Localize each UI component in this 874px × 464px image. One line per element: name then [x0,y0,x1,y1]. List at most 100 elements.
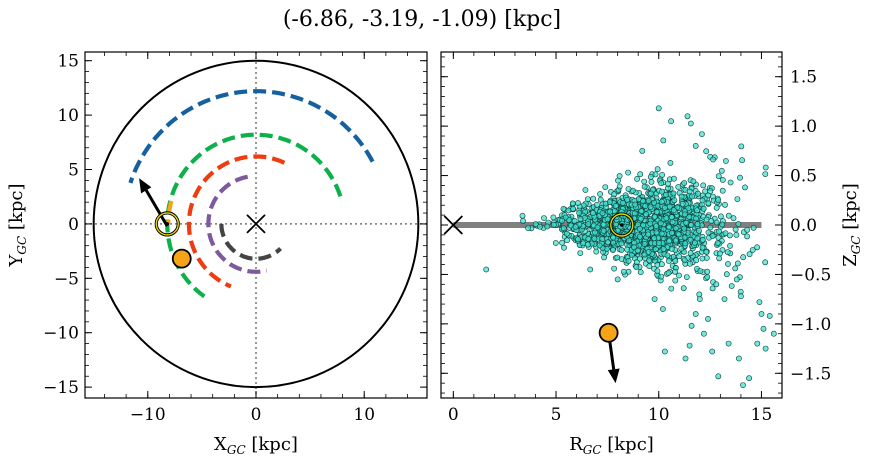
scatter-point [584,241,591,248]
scatter-point [637,171,644,178]
scatter-point [709,348,716,355]
figure-title: (-6.86, -3.19, -1.09) [kpc] [283,7,561,32]
scatter-point [604,239,611,246]
scatter-point [652,171,659,178]
scatter-point [576,210,583,216]
scatter-point [645,231,652,238]
scatter-point [670,207,677,213]
scatter-point [709,233,716,239]
scatter-point [738,143,745,150]
scatter-point [654,268,661,274]
scatter-point [611,265,617,272]
scatter-point [560,225,567,232]
scatter-point [591,235,598,242]
scatter-point [715,373,722,380]
scatter-point [662,204,668,211]
scatter-point [687,250,694,257]
left-y-axis-label: YGC [kpc] [6,184,29,268]
scatter-point [666,238,672,244]
scatter-point [682,240,689,247]
scatter-point [611,191,617,198]
scatter-point [552,240,559,246]
scatter-point [665,270,672,276]
scatter-point [666,257,672,264]
y-tick-label: 0 [68,215,79,235]
scatter-point [705,229,712,236]
scatter-point [693,215,699,222]
scatter-point [572,223,579,230]
scatter-point [742,184,748,191]
x-tick-label: 15 [751,405,773,425]
y-tick-label: −15 [43,378,79,398]
left-x-axis-label: XGC [kpc] [214,434,298,457]
scatter-point [681,225,688,232]
scatter-point [681,234,688,241]
scatter-point [670,190,677,197]
scatter-point [645,197,652,204]
scatter-point [620,268,627,275]
scatter-point [727,179,734,186]
scatter-point [694,235,701,242]
scatter-point [639,147,646,154]
scatter-point [744,233,750,240]
scatter-point [550,221,557,228]
scatter-point [664,252,671,259]
scatter-point [624,196,631,203]
scatter-point [614,276,621,283]
scatter-point [703,148,710,155]
scatter-point [678,245,685,252]
scatter-point [699,131,705,137]
scatter-point [668,118,674,125]
scatter-point [681,257,688,264]
scatter-point [686,342,693,349]
scatter-point [600,221,607,228]
scatter-point [631,210,638,217]
scatter-point [673,225,679,232]
scatter-point [635,196,642,202]
scatter-point [648,178,655,185]
scatter-point [541,215,547,221]
scatter-point [760,325,767,332]
scatter-point [667,159,674,166]
scatter-point [532,221,539,228]
y-tick-label: 1.0 [790,117,817,137]
scatter-point [662,348,668,355]
velocity-arrow-head [139,178,152,194]
sun-marker-dot [165,222,170,226]
scatter-point [663,215,670,222]
scatter-point [659,171,665,178]
scatter-point [727,242,733,249]
scatter-point [646,257,653,264]
scatter-point [659,188,665,195]
y-tick-label: 10 [57,106,79,126]
right-y-axis-label: ZGC [kpc] [840,183,863,267]
scatter-point [719,176,726,183]
velocity-arrow-shaft [144,189,169,227]
scatter-point [638,215,644,222]
scatter-point [641,251,648,258]
scatter-point [700,182,707,189]
scatter-point [695,190,701,197]
scatter-point [689,193,695,200]
scatter-point [733,276,740,283]
scatter-point [713,219,720,226]
scatter-point [719,221,726,228]
scatter-point [718,167,725,174]
scatter-point [564,230,570,237]
y-tick-label: −5 [54,269,79,289]
scatter-point [600,227,607,234]
scatter-point [590,210,596,216]
scatter-point [637,233,643,240]
scatter-point [681,211,688,218]
scatter-point [722,201,728,208]
scatter-point [625,169,631,176]
scatter-point [688,322,695,329]
scatter-point [699,236,706,243]
scatter-point [658,273,665,280]
scatter-point [570,205,576,212]
scatter-point [571,217,578,224]
scatter-point [585,221,592,228]
scatter-point [561,244,567,251]
scatter-point [636,255,643,262]
